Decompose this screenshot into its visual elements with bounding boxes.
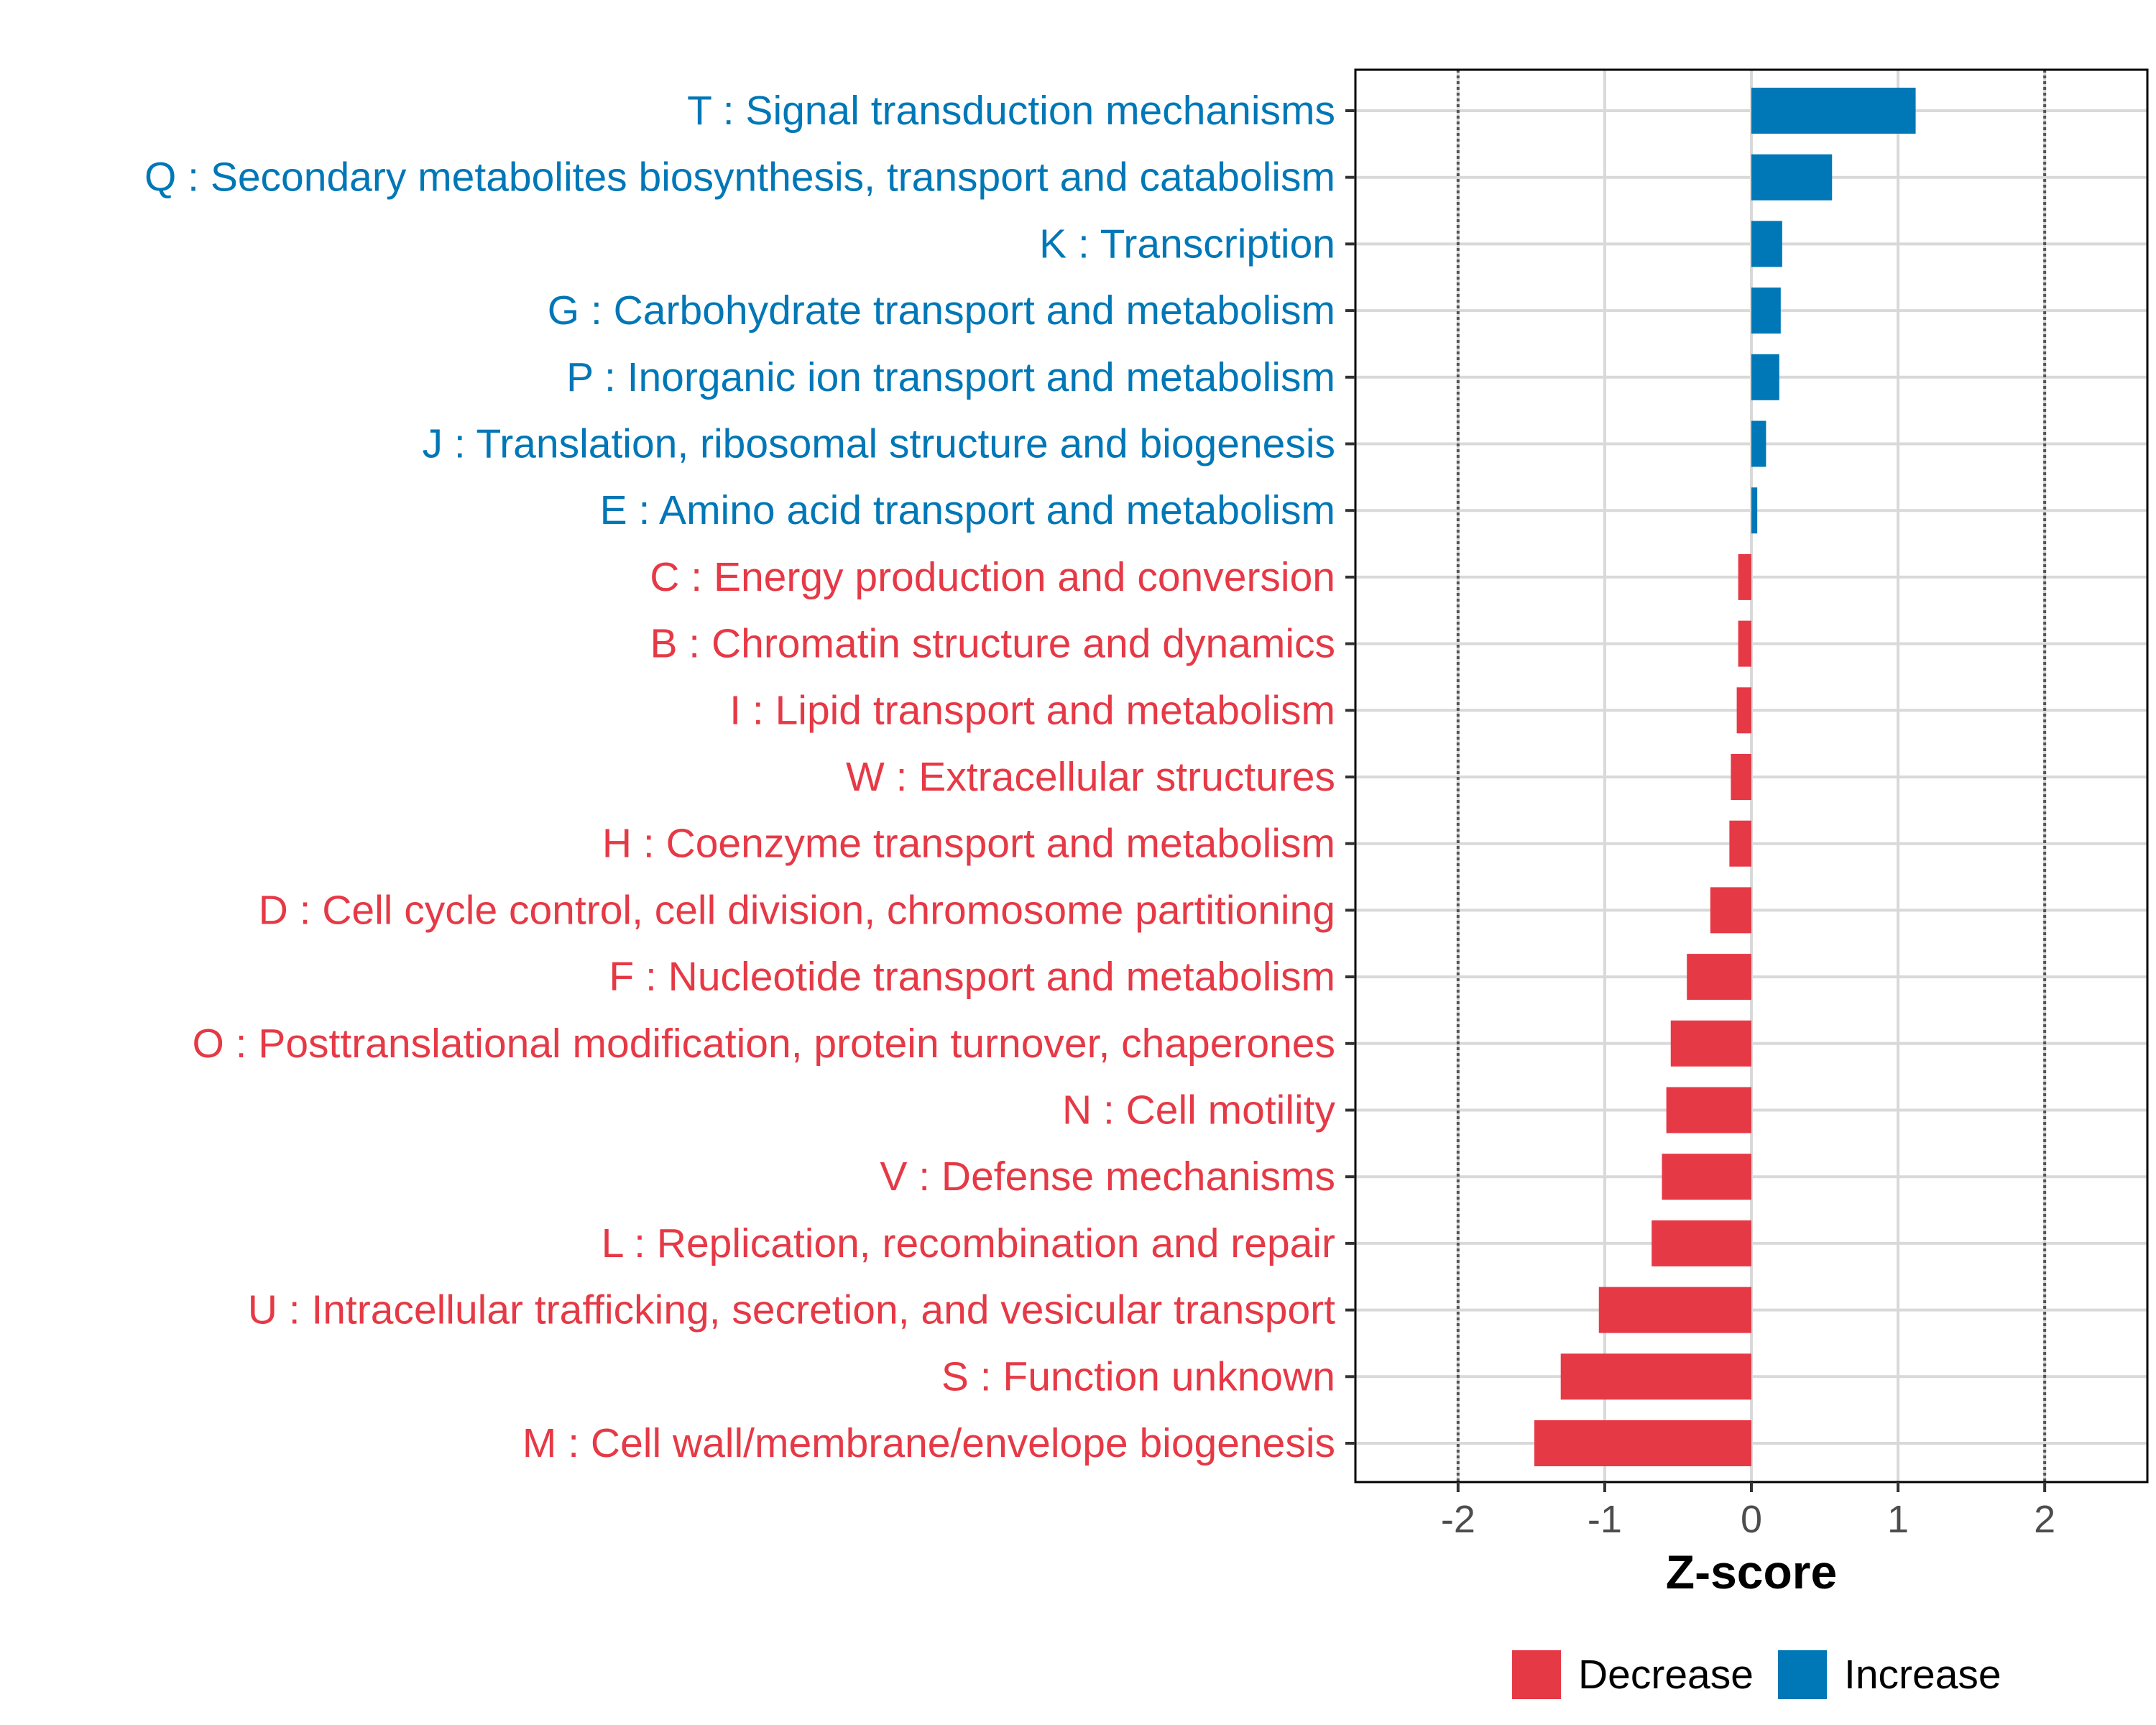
legend-key-increase bbox=[1778, 1650, 1827, 1699]
category-label: L : Replication, recombination and repai… bbox=[602, 1220, 1335, 1266]
x-axis-ticks: -2 -1 0 1 2 bbox=[1441, 1482, 2055, 1541]
legend-key-decrease bbox=[1512, 1650, 1561, 1699]
legend-label-increase: Increase bbox=[1844, 1652, 2001, 1698]
category-label: O : Posttranslational modification, prot… bbox=[192, 1021, 1335, 1067]
bar bbox=[1751, 221, 1782, 267]
bar bbox=[1751, 420, 1766, 467]
bar bbox=[1651, 1220, 1751, 1266]
bar bbox=[1729, 820, 1751, 867]
category-label: K : Transcription bbox=[1039, 221, 1335, 267]
bar bbox=[1687, 954, 1751, 1000]
bars bbox=[1534, 88, 1916, 1466]
category-label: B : Chromatin structure and dynamics bbox=[650, 621, 1335, 667]
bar bbox=[1751, 354, 1779, 400]
category-label: F : Nucleotide transport and metabolism bbox=[609, 954, 1335, 1000]
category-label: E : Amino acid transport and metabolism bbox=[600, 487, 1335, 533]
legend-label-decrease: Decrease bbox=[1578, 1652, 1754, 1698]
x-axis-title: Z-score bbox=[1666, 1545, 1837, 1598]
x-tick-label: -2 bbox=[1441, 1498, 1475, 1541]
bar bbox=[1736, 687, 1751, 734]
category-label: V : Defense mechanisms bbox=[880, 1154, 1335, 1200]
bar bbox=[1666, 1087, 1751, 1133]
category-label: C : Energy production and conversion bbox=[650, 554, 1335, 600]
category-label: W : Extracellular structures bbox=[846, 754, 1335, 800]
bar bbox=[1738, 553, 1751, 600]
bar bbox=[1670, 1020, 1751, 1067]
bar bbox=[1731, 754, 1751, 800]
category-label: M : Cell wall/membrane/envelope biogenes… bbox=[522, 1420, 1335, 1466]
category-label: Q : Secondary metabolites biosynthesis, … bbox=[144, 155, 1335, 201]
bar bbox=[1560, 1353, 1751, 1400]
y-axis-ticks: T : Signal transduction mechanisms Q : Se… bbox=[144, 88, 1355, 1466]
bar bbox=[1598, 1287, 1751, 1333]
category-label: G : Carbohydrate transport and metabolis… bbox=[548, 288, 1335, 334]
x-tick-label: -1 bbox=[1588, 1498, 1622, 1541]
bar bbox=[1738, 620, 1751, 667]
x-tick-label: 1 bbox=[1887, 1498, 1909, 1541]
bar bbox=[1751, 88, 1916, 134]
bar bbox=[1751, 487, 1758, 534]
category-label: N : Cell motility bbox=[1062, 1087, 1336, 1133]
category-label: D : Cell cycle control, cell division, c… bbox=[259, 887, 1335, 933]
bar bbox=[1751, 154, 1833, 201]
x-tick-label: 2 bbox=[2034, 1498, 2055, 1541]
bar bbox=[1710, 887, 1751, 934]
category-label: P : Inorganic ion transport and metaboli… bbox=[566, 354, 1335, 400]
bar bbox=[1534, 1420, 1751, 1466]
category-label: U : Intracellular trafficking, secretion… bbox=[248, 1287, 1335, 1333]
category-label: I : Lipid transport and metabolism bbox=[729, 687, 1335, 733]
x-tick-label: 0 bbox=[1741, 1498, 1762, 1541]
legend: Decrease Increase bbox=[1512, 1650, 2001, 1699]
category-label: J : Translation, ribosomal structure and… bbox=[423, 421, 1335, 467]
category-label: H : Coenzyme transport and metabolism bbox=[602, 821, 1335, 867]
category-label: S : Function unknown bbox=[941, 1353, 1335, 1399]
bar bbox=[1751, 288, 1781, 334]
bar bbox=[1662, 1154, 1751, 1200]
category-label: T : Signal transduction mechanisms bbox=[687, 88, 1335, 134]
